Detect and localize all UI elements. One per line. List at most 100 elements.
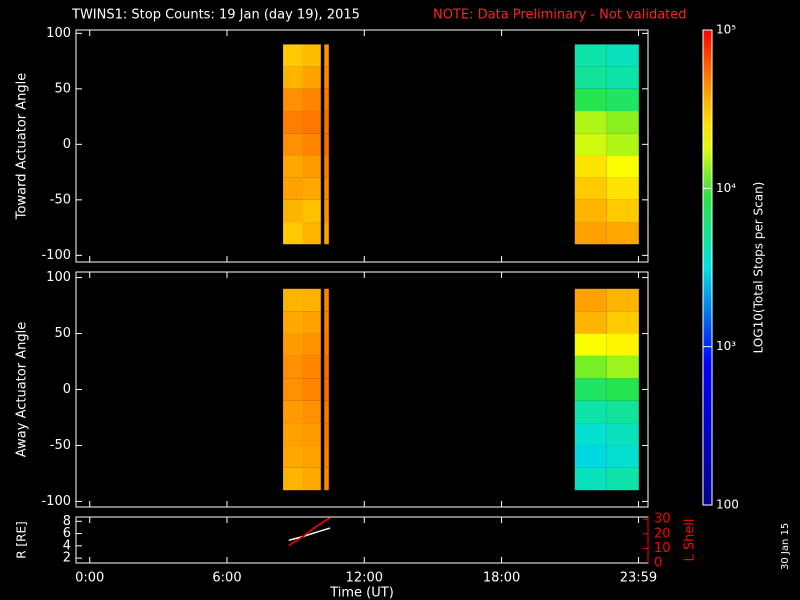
heat-cell bbox=[302, 66, 321, 89]
x-tick-label: 23:59 bbox=[620, 571, 657, 586]
y-tick-label: 4 bbox=[63, 538, 71, 553]
heat-cell bbox=[606, 311, 639, 334]
heat-cell bbox=[606, 44, 639, 67]
y-tick-label: 100 bbox=[46, 26, 71, 41]
y2-tick-label: 20 bbox=[654, 526, 671, 541]
heat-cell bbox=[574, 355, 607, 379]
heat-cell bbox=[606, 155, 639, 178]
heat-cell bbox=[302, 155, 321, 178]
y-tick-label: 0 bbox=[63, 382, 71, 397]
y2-tick-label: 30 bbox=[654, 512, 671, 527]
heat-cell bbox=[283, 333, 303, 356]
x-tick-label: 18:00 bbox=[483, 571, 520, 586]
y-tick-label: 50 bbox=[54, 81, 71, 96]
heat-cell bbox=[283, 423, 303, 446]
heat-cell bbox=[283, 66, 303, 89]
heat-cell bbox=[606, 66, 639, 89]
heat-cell bbox=[574, 288, 607, 312]
heat-cell bbox=[302, 222, 321, 245]
heat-cell bbox=[324, 311, 329, 334]
y-tick-label: 2 bbox=[63, 551, 71, 566]
heat-cell bbox=[283, 44, 303, 67]
heat-cell bbox=[324, 355, 329, 379]
heat-cell bbox=[574, 333, 607, 356]
heat-cell bbox=[324, 199, 329, 223]
heat-cell bbox=[606, 445, 639, 468]
heat-cell bbox=[302, 467, 321, 491]
x-tick-label: 0:00 bbox=[75, 571, 104, 586]
y-tick-label: -50 bbox=[50, 192, 71, 207]
heat-cell bbox=[574, 311, 607, 334]
heat-cell bbox=[302, 311, 321, 334]
heat-cell bbox=[324, 133, 329, 156]
y2-tick-label: 10 bbox=[654, 541, 671, 556]
heat-cell bbox=[574, 66, 607, 89]
y-tick-label: 50 bbox=[54, 326, 71, 341]
heat-cell bbox=[324, 88, 329, 112]
heat-cell bbox=[283, 133, 303, 156]
heat-cell bbox=[283, 400, 303, 424]
heat-cell bbox=[302, 400, 321, 424]
heat-cell bbox=[574, 423, 607, 446]
heat-cell bbox=[574, 378, 607, 401]
y-axis-label: Toward Actuator Angle bbox=[15, 73, 30, 220]
heat-cell bbox=[574, 177, 607, 200]
heat-cell bbox=[302, 133, 321, 156]
note: NOTE: Data Preliminary - Not validated bbox=[433, 8, 687, 23]
y-tick-label: -100 bbox=[41, 248, 71, 263]
heat-cell bbox=[324, 177, 329, 200]
heat-cell bbox=[302, 288, 321, 312]
heat-cell bbox=[302, 333, 321, 356]
colorbar-tick-label: 10⁴ bbox=[716, 181, 736, 195]
heat-cell bbox=[283, 88, 303, 112]
line-series bbox=[288, 527, 331, 542]
line-series bbox=[288, 517, 331, 547]
heat-cell bbox=[324, 467, 329, 491]
heat-cell bbox=[606, 378, 639, 401]
heat-cell bbox=[324, 333, 329, 356]
heat-cell bbox=[302, 355, 321, 379]
x-tick-label: 6:00 bbox=[212, 571, 241, 586]
heat-cell bbox=[606, 88, 639, 112]
heat-cell bbox=[324, 44, 329, 67]
heat-cell bbox=[324, 288, 329, 312]
y-tick-label: 100 bbox=[46, 270, 71, 285]
heat-cell bbox=[606, 467, 639, 491]
heat-cell bbox=[606, 111, 639, 134]
heat-cell bbox=[324, 222, 329, 245]
colorbar-tick-label: 10⁵ bbox=[716, 23, 736, 37]
y-tick-label: 6 bbox=[63, 526, 71, 541]
heat-cell bbox=[302, 44, 321, 67]
heat-cell bbox=[283, 222, 303, 245]
heat-cell bbox=[606, 133, 639, 156]
y-tick-label: -50 bbox=[50, 438, 71, 453]
heat-cell bbox=[324, 423, 329, 446]
heat-cell bbox=[283, 355, 303, 379]
y-tick-label: 8 bbox=[63, 514, 71, 529]
heat-cell bbox=[324, 66, 329, 89]
heat-cell bbox=[283, 288, 303, 312]
heat-cell bbox=[283, 311, 303, 334]
heat-cell bbox=[283, 199, 303, 223]
heat-cell bbox=[606, 333, 639, 356]
x-axis-label: Time (UT) bbox=[329, 586, 394, 600]
heat-cell bbox=[574, 222, 607, 245]
heat-cell bbox=[574, 400, 607, 424]
heat-cell bbox=[574, 467, 607, 491]
y2-tick-label: 0 bbox=[654, 556, 662, 571]
y2-axis-label: L Shell bbox=[683, 518, 698, 561]
heat-cell bbox=[574, 133, 607, 156]
y-axis-label: R [RE] bbox=[15, 521, 29, 558]
heat-cell bbox=[302, 378, 321, 401]
heat-cell bbox=[574, 155, 607, 178]
colorbar-tick-label: 100 bbox=[716, 498, 739, 512]
colorbar bbox=[702, 29, 713, 506]
heat-cell bbox=[302, 199, 321, 223]
colorbar-label: LOG10(Total Stops per Scan) bbox=[752, 182, 766, 354]
heat-cell bbox=[574, 445, 607, 468]
heat-cell bbox=[302, 423, 321, 446]
heat-cell bbox=[574, 199, 607, 223]
heat-cell bbox=[283, 445, 303, 468]
heat-cell bbox=[606, 355, 639, 379]
